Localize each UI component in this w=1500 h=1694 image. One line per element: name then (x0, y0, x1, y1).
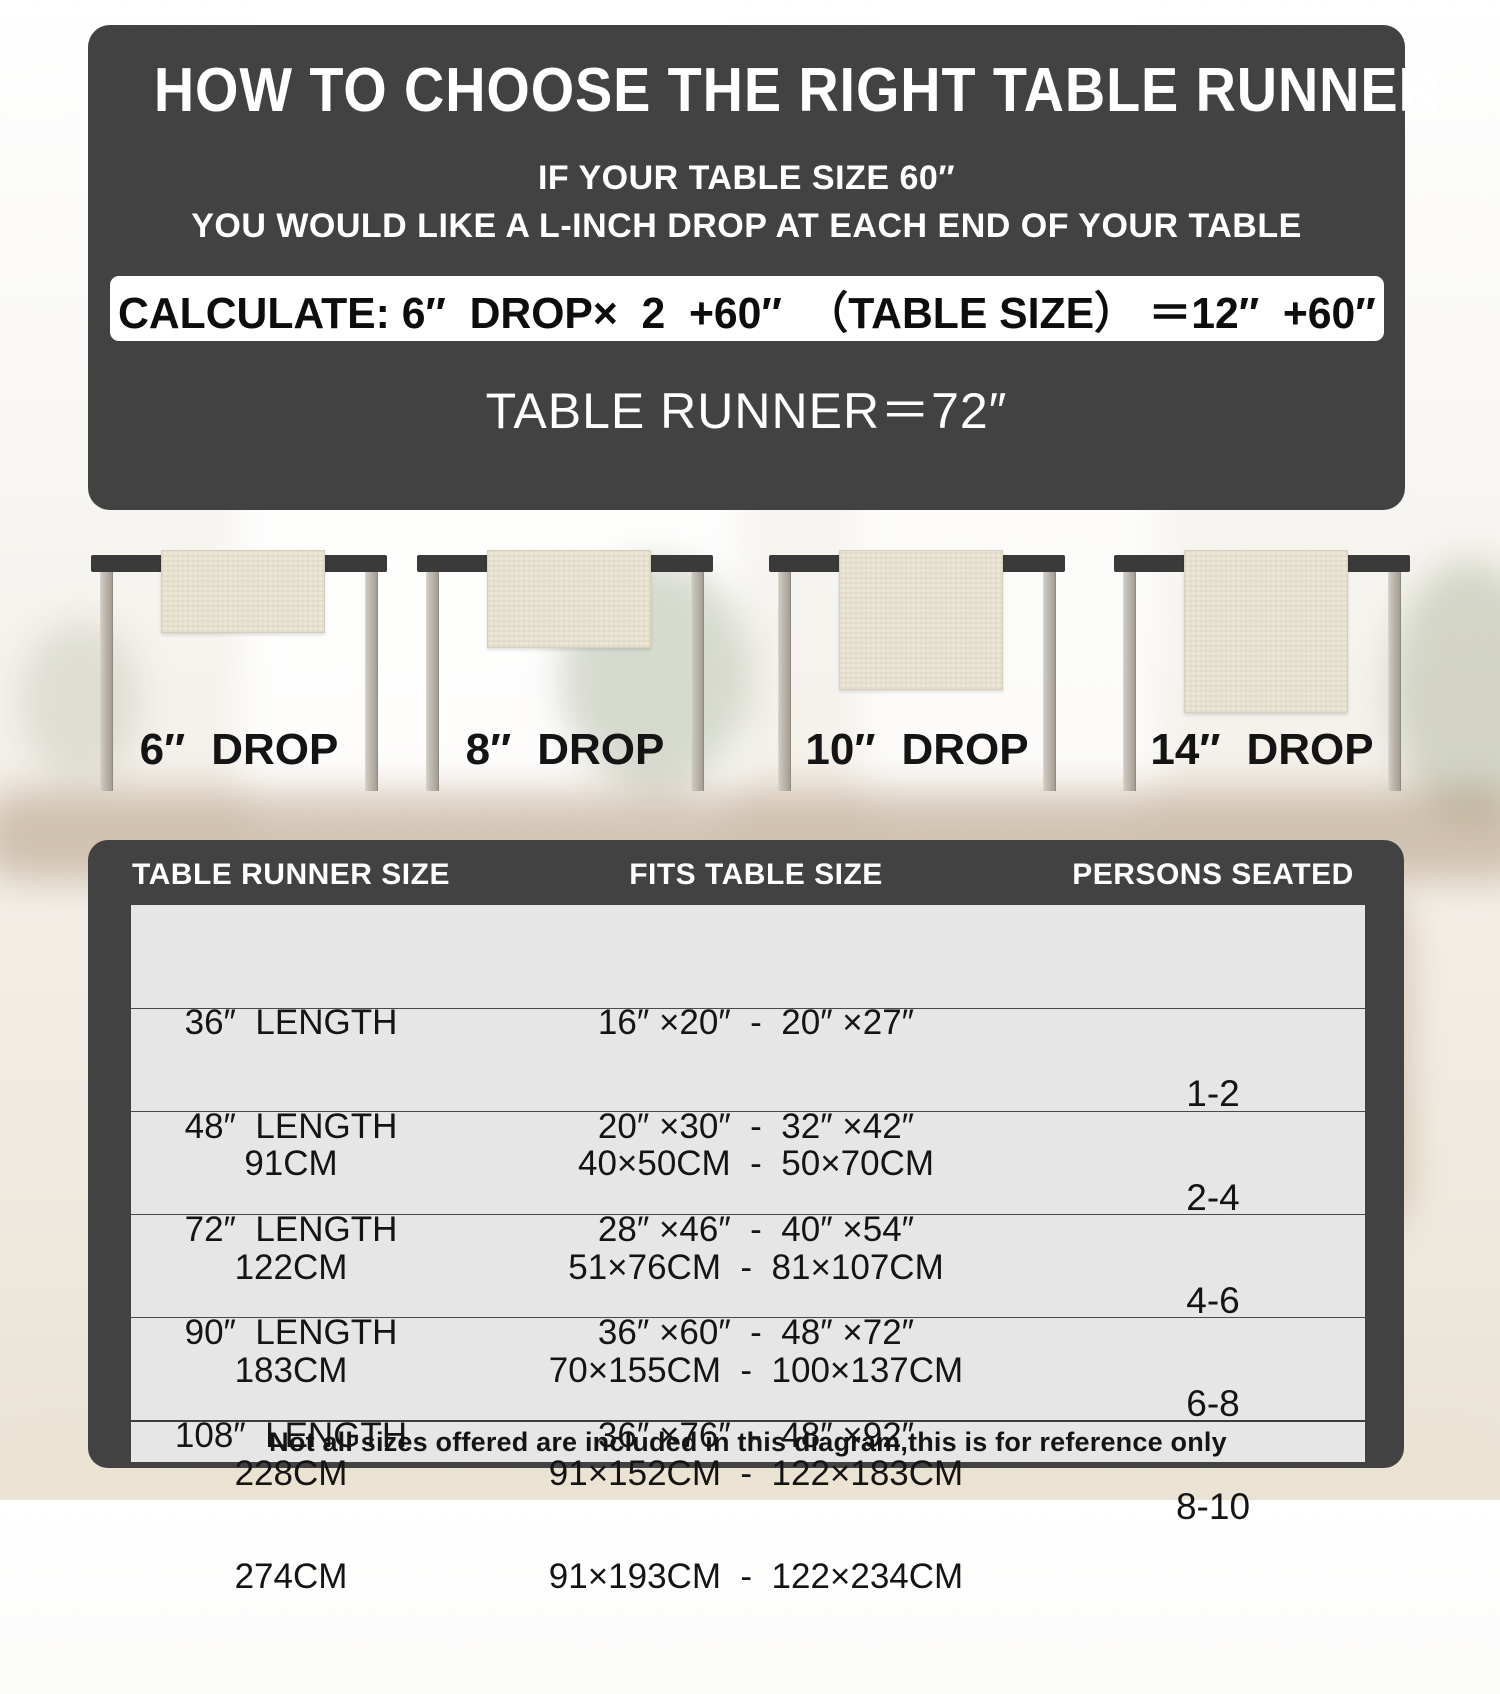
fits-size-cell: 36″ ×60″ - 48″ ×72″ 91×152CM - 122×183CM (451, 1215, 1061, 1591)
persons-cell: 4-6 (1186, 1279, 1240, 1321)
table-leg (1123, 571, 1136, 791)
persons-cell: 1-2 (1186, 1072, 1240, 1114)
column-header-fits-table-size: FITS TABLE SIZE (629, 858, 883, 891)
subtitle-line-1: IF YOUR TABLE SIZE 60″ (537, 159, 956, 197)
size-chart-table: 36″ LENGTH 91CM 16″ ×20″ - 20″ ×27″ 40×5… (131, 905, 1365, 1596)
drop-label: 8″ DROP (417, 725, 713, 775)
infographic-title: HOW TO CHOOSE THE RIGHT TABLE RUNNER (153, 56, 1440, 125)
drop-value: 10″ (805, 725, 876, 774)
drop-word: DROP (211, 725, 339, 774)
subtitle-line-2: YOU WOULD LIKE A L-INCH DROP AT EACH END… (191, 207, 1302, 245)
fits-inches: 28″ ×46″ - 40″ ×54″ (597, 1210, 915, 1249)
table-leg (1043, 571, 1056, 791)
length-cm: 91CM (244, 1144, 338, 1183)
table-leg (100, 571, 113, 791)
calculation-banner: CALCULATE: 6″ DROP× 2 +60″ （TABLE SIZE） … (109, 276, 1384, 341)
size-row-72: 72″ LENGTH 183CM 28″ ×46″ - 40″ ×54″ 70×… (131, 1111, 1365, 1390)
length-inches: 36″ LENGTH (184, 1003, 398, 1042)
runner-size-cell: 90″ LENGTH 228CM (131, 1215, 451, 1591)
table-leg (691, 571, 704, 791)
table-runner-cloth (839, 550, 1003, 690)
length-inches: 48″ LENGTH (184, 1107, 398, 1146)
fits-cm: 70×155CM - 100×137CM (548, 1351, 964, 1390)
runner-size-cell: 48″ LENGTH 122CM (131, 1009, 451, 1385)
length-cm: 122CM (234, 1248, 348, 1287)
size-row-90: 90″ LENGTH 228CM 36″ ×60″ - 48″ ×72″ 91×… (131, 1214, 1365, 1493)
drop-diagram: 6″ DROP 8″ DROP 10″ DROP 14″ DROP (0, 540, 1500, 840)
runner-size-cell: 72″ LENGTH 183CM (131, 1112, 451, 1488)
size-chart-header-row: TABLE RUNNER SIZE FITS TABLE SIZE PERSON… (131, 852, 1365, 898)
persons-cell: 8-10 (1175, 1485, 1251, 1527)
table-runner-cloth (161, 550, 325, 633)
fits-cm: 91×152CM - 122×183CM (548, 1454, 964, 1493)
drop-value: 8″ (465, 725, 512, 774)
fits-inches: 36″ ×76″ - 48″ ×92″ (597, 1416, 915, 1455)
drop-label: 6″ DROP (91, 725, 387, 775)
subtitle: IF YOUR TABLE SIZE 60″ YOU WOULD LIKE A … (88, 154, 1405, 250)
table-leg (1388, 571, 1401, 791)
fits-cm: 51×76CM - 81×107CM (568, 1248, 944, 1287)
drop-value: 6″ (139, 725, 186, 774)
drop-label: 14″ DROP (1114, 725, 1410, 775)
fits-size-cell: 28″ ×46″ - 40″ ×54″ 70×155CM - 100×137CM (451, 1112, 1061, 1488)
table-runner-cloth (487, 550, 651, 648)
drop-label: 10″ DROP (769, 725, 1065, 775)
length-cm: 274CM (234, 1557, 348, 1596)
table-figure-8-drop: 8″ DROP (417, 540, 713, 810)
fits-cm: 91×193CM - 122×234CM (548, 1557, 964, 1596)
size-row-36: 36″ LENGTH 91CM 16″ ×20″ - 20″ ×27″ 40×5… (131, 905, 1365, 1183)
drop-word: DROP (1246, 725, 1374, 774)
table-runner-cloth (1184, 550, 1348, 713)
table-leg (778, 571, 791, 791)
size-chart-panel: TABLE RUNNER SIZE FITS TABLE SIZE PERSON… (88, 840, 1404, 1596)
size-row-48: 48″ LENGTH 122CM 20″ ×30″ - 32″ ×42″ 51×… (131, 1008, 1365, 1287)
length-cm: 183CM (234, 1351, 348, 1390)
fits-inches: 16″ ×20″ - 20″ ×27″ (597, 1003, 915, 1042)
length-cm: 228CM (234, 1454, 348, 1493)
fits-size-cell: 20″ ×30″ - 32″ ×42″ 51×76CM - 81×107CM (451, 1009, 1061, 1385)
drop-value: 14″ (1150, 725, 1221, 774)
fits-cm: 40×50CM - 50×70CM (577, 1144, 934, 1183)
drop-word: DROP (901, 725, 1029, 774)
footnote: Not all sizes offered are included in th… (131, 1420, 1365, 1462)
result-text: TABLE RUNNER＝72″ (485, 383, 1008, 439)
drop-word: DROP (537, 725, 665, 774)
fits-inches: 36″ ×60″ - 48″ ×72″ (597, 1313, 915, 1352)
fits-inches: 20″ ×30″ - 32″ ×42″ (597, 1107, 915, 1146)
column-header-runner-size: TABLE RUNNER SIZE (132, 858, 450, 891)
table-figure-14-drop: 14″ DROP (1114, 540, 1410, 810)
length-inches: 72″ LENGTH (184, 1210, 398, 1249)
length-inches: 108″ LENGTH (174, 1416, 408, 1455)
persons-cell: 6-8 (1186, 1382, 1240, 1424)
runner-size-cell: 36″ LENGTH 91CM (131, 905, 451, 1281)
table-leg (426, 571, 439, 791)
instruction-panel: HOW TO CHOOSE THE RIGHT TABLE RUNNER IF … (88, 25, 1440, 510)
persons-cell: 2-4 (1186, 1176, 1240, 1218)
table-figure-10-drop: 10″ DROP (769, 540, 1065, 810)
fits-size-cell: 16″ ×20″ - 20″ ×27″ 40×50CM - 50×70CM (451, 905, 1061, 1281)
runner-size-cell: 108″ LENGTH 274CM (131, 1318, 451, 1694)
fits-size-cell: 36″ ×76″ - 48″ ×92″ 91×193CM - 122×234CM (451, 1318, 1061, 1694)
table-figure-6-drop: 6″ DROP (91, 540, 387, 810)
column-header-persons-seated: PERSONS SEATED (1072, 858, 1354, 891)
calculation-text: CALCULATE: 6″ DROP× 2 +60″ （TABLE SIZE） … (117, 288, 1376, 338)
table-leg (365, 571, 378, 791)
plant-blur (20, 620, 140, 780)
length-inches: 90″ LENGTH (184, 1313, 398, 1352)
